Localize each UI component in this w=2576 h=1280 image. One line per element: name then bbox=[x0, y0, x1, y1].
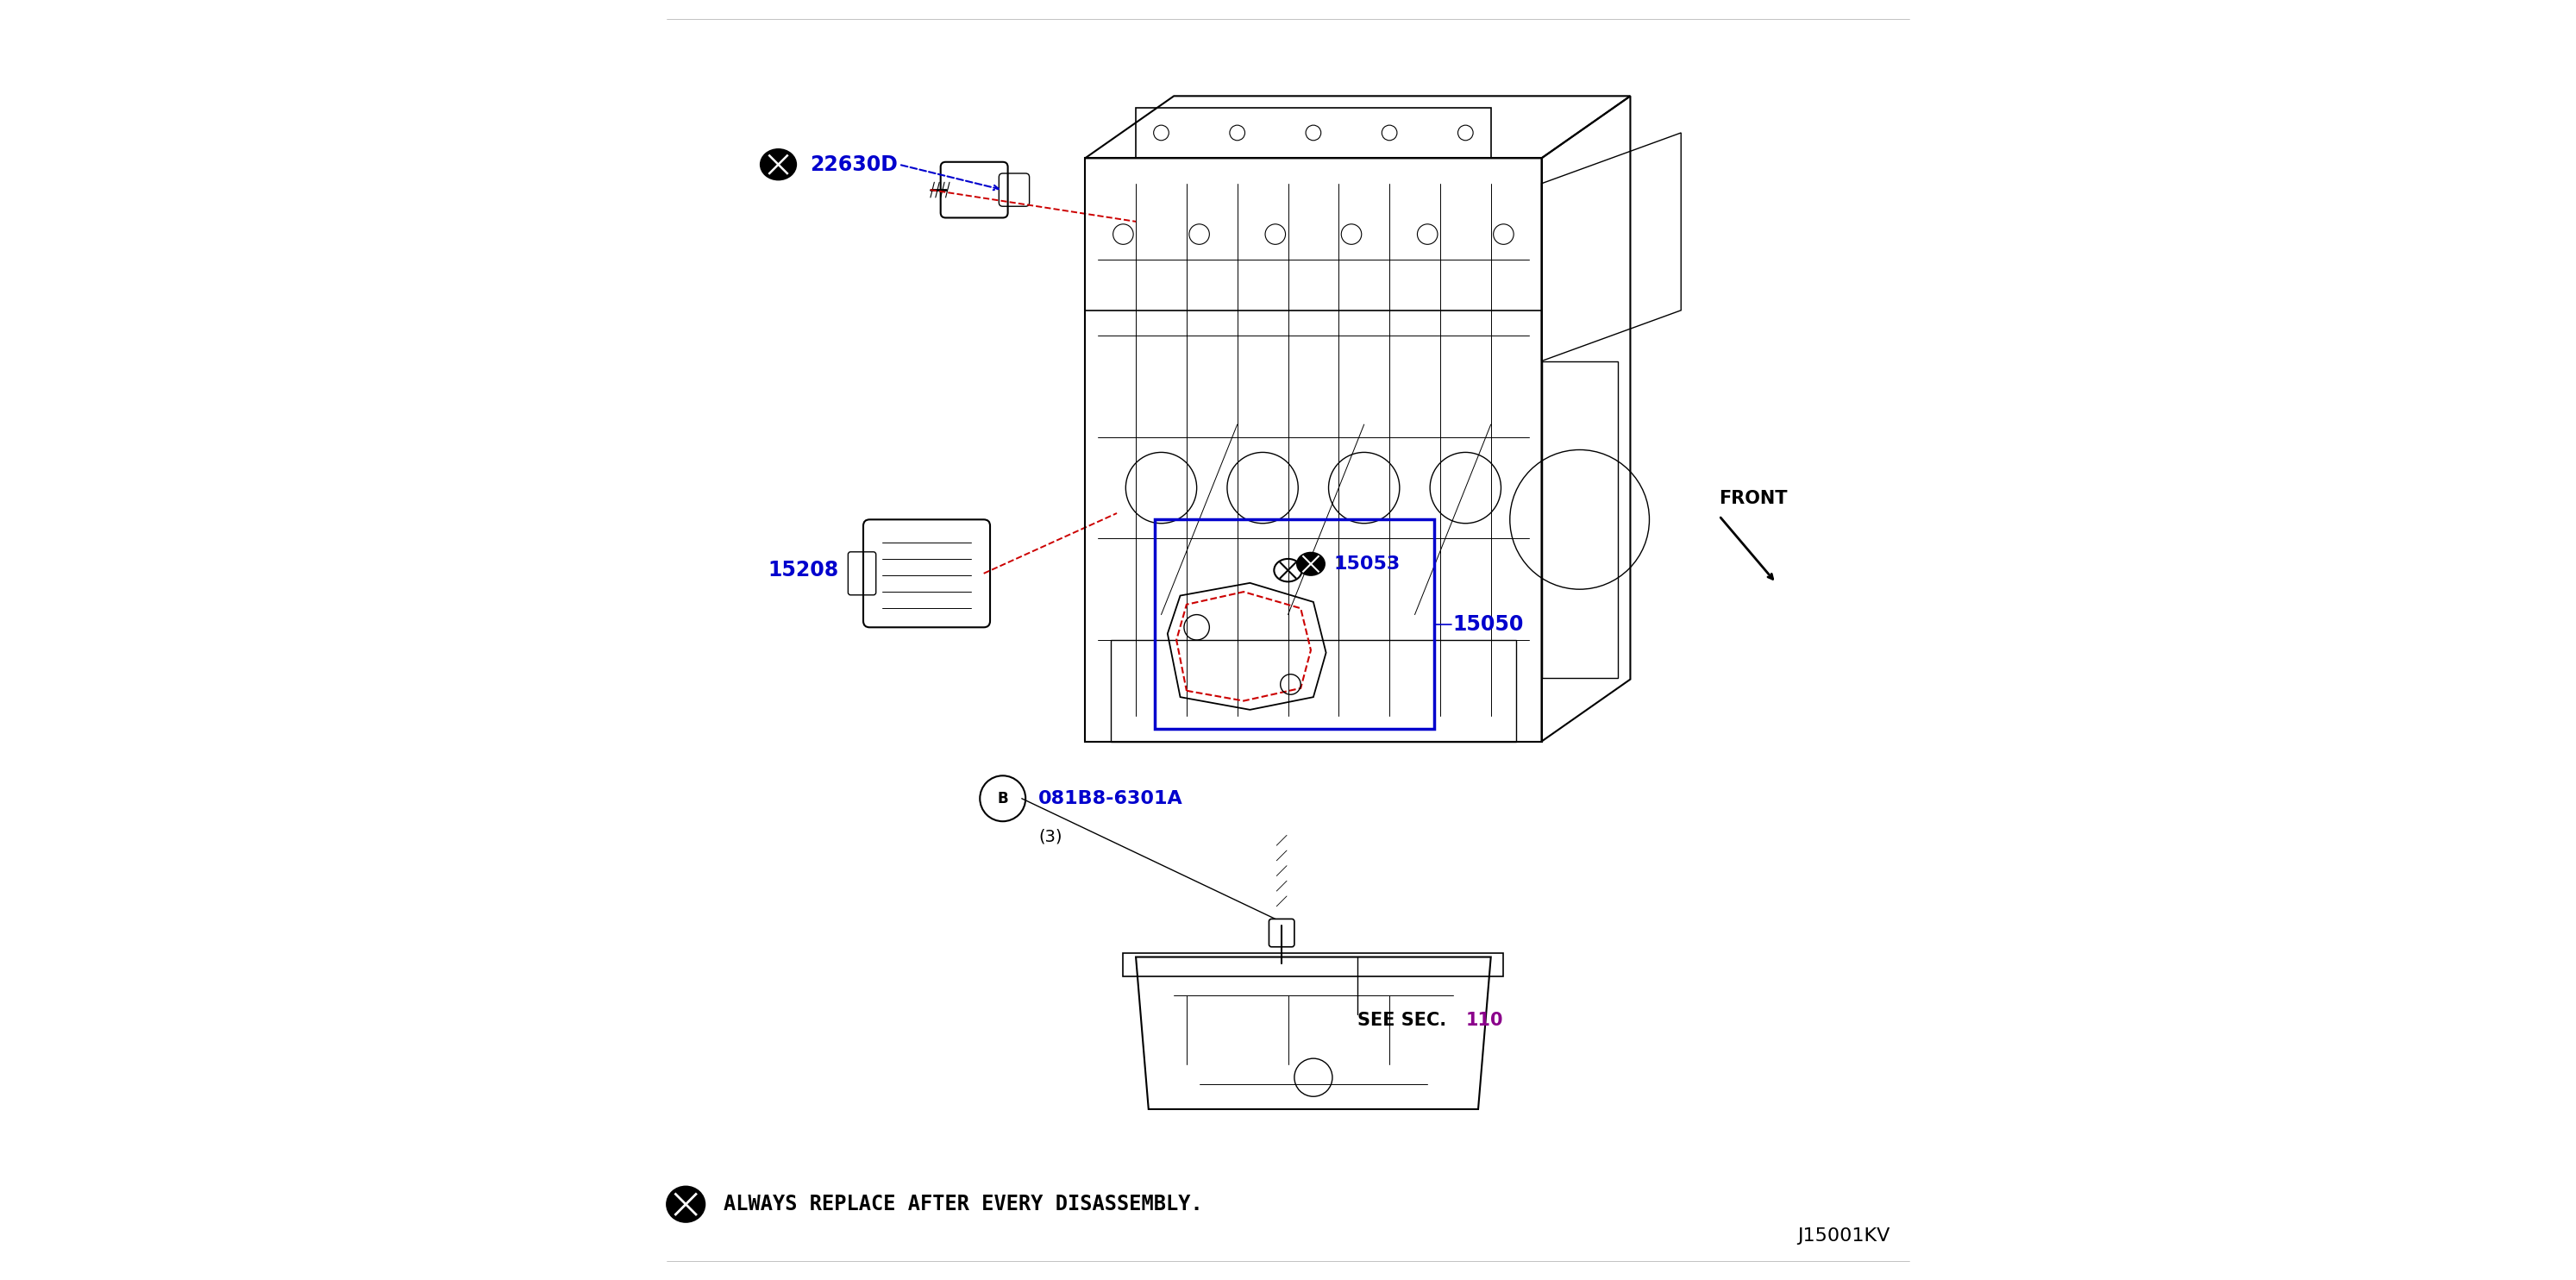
Ellipse shape bbox=[667, 1187, 706, 1222]
Text: 15050: 15050 bbox=[1453, 614, 1525, 635]
Text: 15208: 15208 bbox=[768, 559, 840, 581]
Text: 081B8-6301A: 081B8-6301A bbox=[1038, 790, 1182, 808]
Bar bbox=[1154, 520, 1435, 728]
Text: B: B bbox=[997, 791, 1007, 806]
Text: (3): (3) bbox=[1038, 828, 1061, 845]
Bar bbox=[1123, 954, 1504, 977]
Text: 110: 110 bbox=[1466, 1011, 1502, 1029]
Text: 15053: 15053 bbox=[1334, 556, 1401, 572]
Text: J15001KV: J15001KV bbox=[1798, 1228, 1891, 1244]
Ellipse shape bbox=[1296, 553, 1324, 575]
Text: FRONT: FRONT bbox=[1718, 490, 1788, 507]
Ellipse shape bbox=[760, 150, 796, 179]
Text: 22630D: 22630D bbox=[809, 154, 899, 175]
Text: ALWAYS REPLACE AFTER EVERY DISASSEMBLY.: ALWAYS REPLACE AFTER EVERY DISASSEMBLY. bbox=[724, 1194, 1203, 1215]
Text: SEE SEC.: SEE SEC. bbox=[1358, 1011, 1448, 1029]
